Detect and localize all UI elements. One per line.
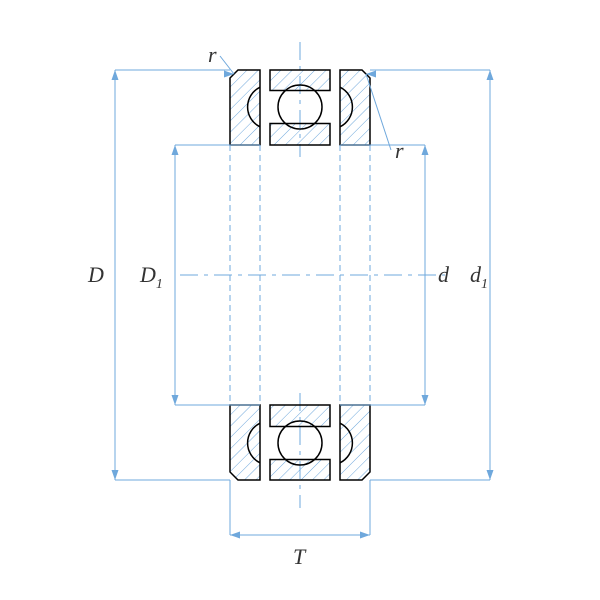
svg-text:d: d	[438, 262, 450, 287]
svg-text:r: r	[208, 42, 217, 67]
svg-text:r: r	[395, 138, 404, 163]
svg-text:T: T	[293, 544, 307, 569]
svg-text:d1: d1	[470, 262, 488, 292]
bearing-diagram: D D1 d d1 Tr r	[0, 0, 600, 600]
svg-text:D1: D1	[139, 262, 163, 292]
svg-text:D: D	[87, 262, 104, 287]
